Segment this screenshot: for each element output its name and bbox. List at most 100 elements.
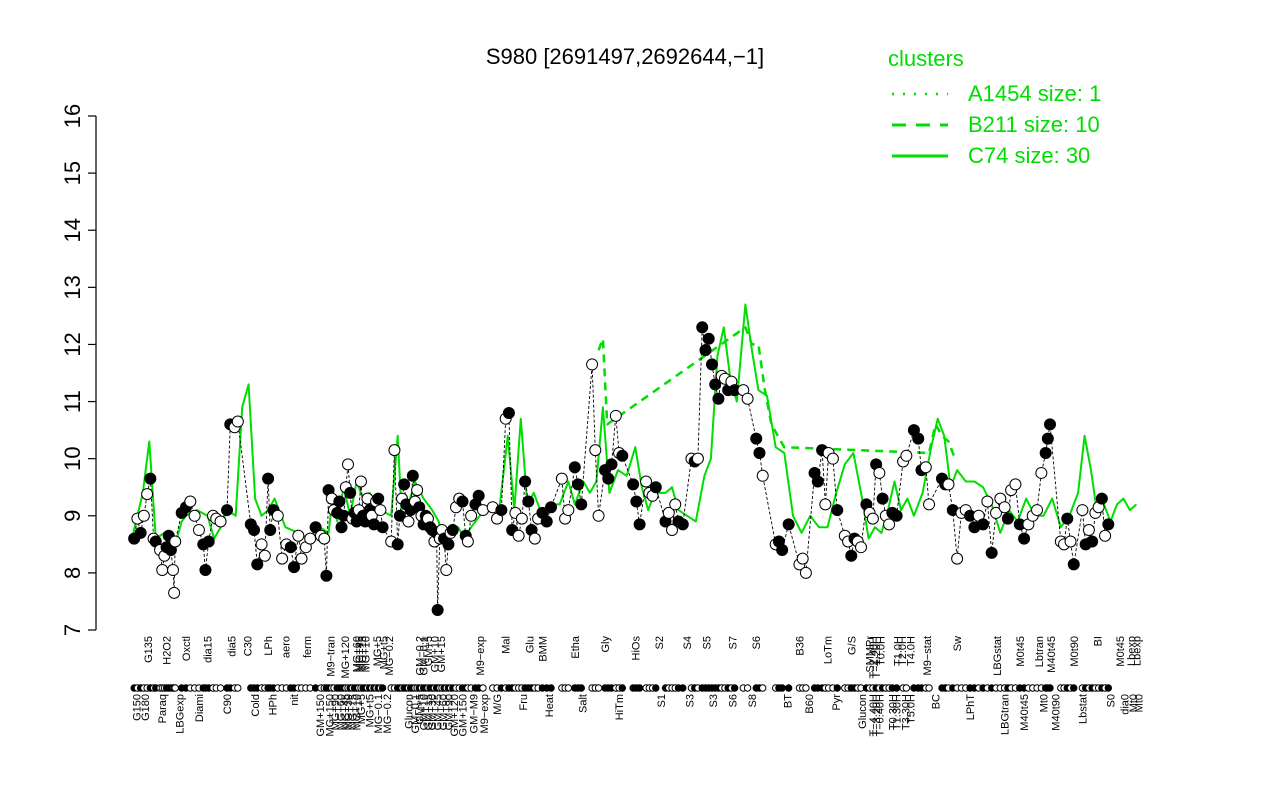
x-tick-label-top: LPh — [263, 636, 275, 656]
legend: clusters A1454 size: 1 B211 size: 10 C74… — [888, 46, 1101, 168]
data-point — [333, 495, 346, 508]
x-tick-label-bottom: HPh — [267, 694, 279, 715]
rug-marker — [833, 684, 841, 692]
x-tick-label-bottom: Mt0 — [1128, 694, 1140, 712]
data-point — [819, 498, 832, 511]
rug-marker — [479, 684, 487, 692]
x-tick-label-bottom: S1 — [656, 694, 668, 707]
data-point — [919, 461, 932, 474]
rug-marker — [234, 684, 242, 692]
x-tick-label-top: HiOs — [630, 636, 642, 661]
data-point — [141, 488, 154, 501]
x-tick-label-bottom: GM+120 — [449, 694, 461, 737]
data-point — [354, 475, 367, 488]
data-point — [640, 475, 653, 488]
x-tick-label-bottom: GM−0.1 — [410, 694, 422, 733]
data-point — [1044, 418, 1056, 431]
chart-title: S980 [2691497,2692644,−1] — [486, 44, 764, 69]
data-point — [776, 544, 789, 557]
data-point — [169, 535, 182, 548]
x-tick-label-top: MG+120 — [340, 636, 352, 679]
data-point — [609, 409, 622, 422]
legend-label-c74: C74 size: 30 — [968, 143, 1090, 168]
data-point — [431, 604, 444, 617]
x-tick-label-bottom: Lbstat — [1077, 694, 1089, 724]
data-point — [276, 552, 289, 565]
x-tick-label-bottom: MG+150 — [325, 694, 337, 737]
data-point — [669, 498, 682, 511]
data-point — [406, 469, 419, 482]
x-tick-label-top: GM−0.2 — [414, 636, 426, 675]
data-point — [1099, 529, 1112, 542]
rug-marker — [1046, 684, 1054, 692]
data-point — [318, 532, 331, 545]
data-point — [1086, 535, 1099, 548]
data-point — [199, 564, 212, 577]
x-tick-label-top: G135 — [143, 636, 155, 663]
x-tick-label-bottom: GM+90 — [443, 694, 455, 730]
data-point — [990, 506, 1002, 519]
data-point — [168, 586, 181, 599]
data-point — [167, 564, 180, 577]
x-tick-label-bottom: LPhT — [965, 694, 977, 721]
data-point — [519, 475, 532, 488]
data-point — [1061, 512, 1074, 525]
data-point — [627, 478, 640, 491]
x-tick-label-bottom: Pyr — [831, 694, 843, 711]
x-tick-label-bottom: GM+5 — [414, 694, 426, 724]
y-tick-label: 10 — [60, 446, 85, 470]
x-tick-label-top: T1.0H — [893, 636, 905, 666]
x-tick-label-top: B36 — [794, 636, 806, 656]
rug-marker — [171, 684, 179, 692]
x-tick-label-bottom: S3 — [684, 694, 696, 707]
data-point — [461, 535, 474, 548]
x-tick-label-top: Glu — [524, 636, 536, 653]
rug-marker — [759, 684, 767, 692]
x-tick-label-top: Mal — [501, 636, 513, 654]
data-point — [555, 472, 568, 485]
x-tick-label-top: Gly — [600, 636, 612, 653]
data-point — [134, 526, 147, 539]
data-point — [1039, 446, 1052, 459]
rug-markers — [130, 684, 1113, 692]
x-tick-label-bottom: Heat — [544, 694, 556, 717]
x-tick-label-top: Oxctl — [181, 636, 193, 661]
x-tick-label-bottom: MG+10 — [352, 694, 364, 730]
data-points — [128, 321, 1115, 617]
data-point — [951, 552, 964, 565]
x-tick-label-bottom: MG+30 — [343, 694, 355, 730]
x-tick-label-bottom: Cold — [250, 694, 262, 717]
data-point — [883, 518, 896, 531]
x-tick-label-bottom: MG+90 — [330, 694, 342, 730]
x-tick-label-bottom: M40t90 — [1050, 694, 1062, 731]
data-point — [662, 506, 675, 519]
data-point — [251, 558, 264, 571]
x-tick-label-top: dia5 — [226, 636, 238, 657]
rug-marker — [618, 684, 627, 692]
x-tick-label-top: M9−tran — [326, 636, 338, 677]
x-tick-label-top: T−1.20H — [871, 636, 883, 679]
x-tick-label-top: T4.0H — [906, 636, 918, 666]
data-point — [741, 392, 754, 405]
rug-marker — [378, 684, 387, 692]
data-point — [750, 432, 763, 445]
data-point — [702, 332, 715, 345]
data-point — [942, 478, 955, 491]
x-tick-label-bottom: Mt0 — [1039, 694, 1051, 712]
x-tick-label-bottom: MG−0.1 — [373, 694, 385, 733]
x-tick-label-bottom: GM+15 — [423, 694, 435, 730]
x-tick-label-bottom: S8 — [747, 694, 759, 707]
data-point — [344, 486, 357, 499]
rug-marker — [216, 684, 225, 692]
data-point — [845, 549, 858, 562]
data-point — [890, 509, 903, 522]
x-tick-label-top: M40t45 — [1046, 636, 1058, 673]
data-point — [374, 504, 387, 517]
data-point — [192, 524, 205, 537]
x-tick-label-bottom: nit — [289, 694, 301, 706]
x-tick-label-top: T2.0H — [897, 636, 909, 666]
x-tick-label-top: M0t90 — [1069, 636, 1081, 667]
data-point — [144, 472, 157, 485]
rug-marker — [1104, 684, 1113, 692]
